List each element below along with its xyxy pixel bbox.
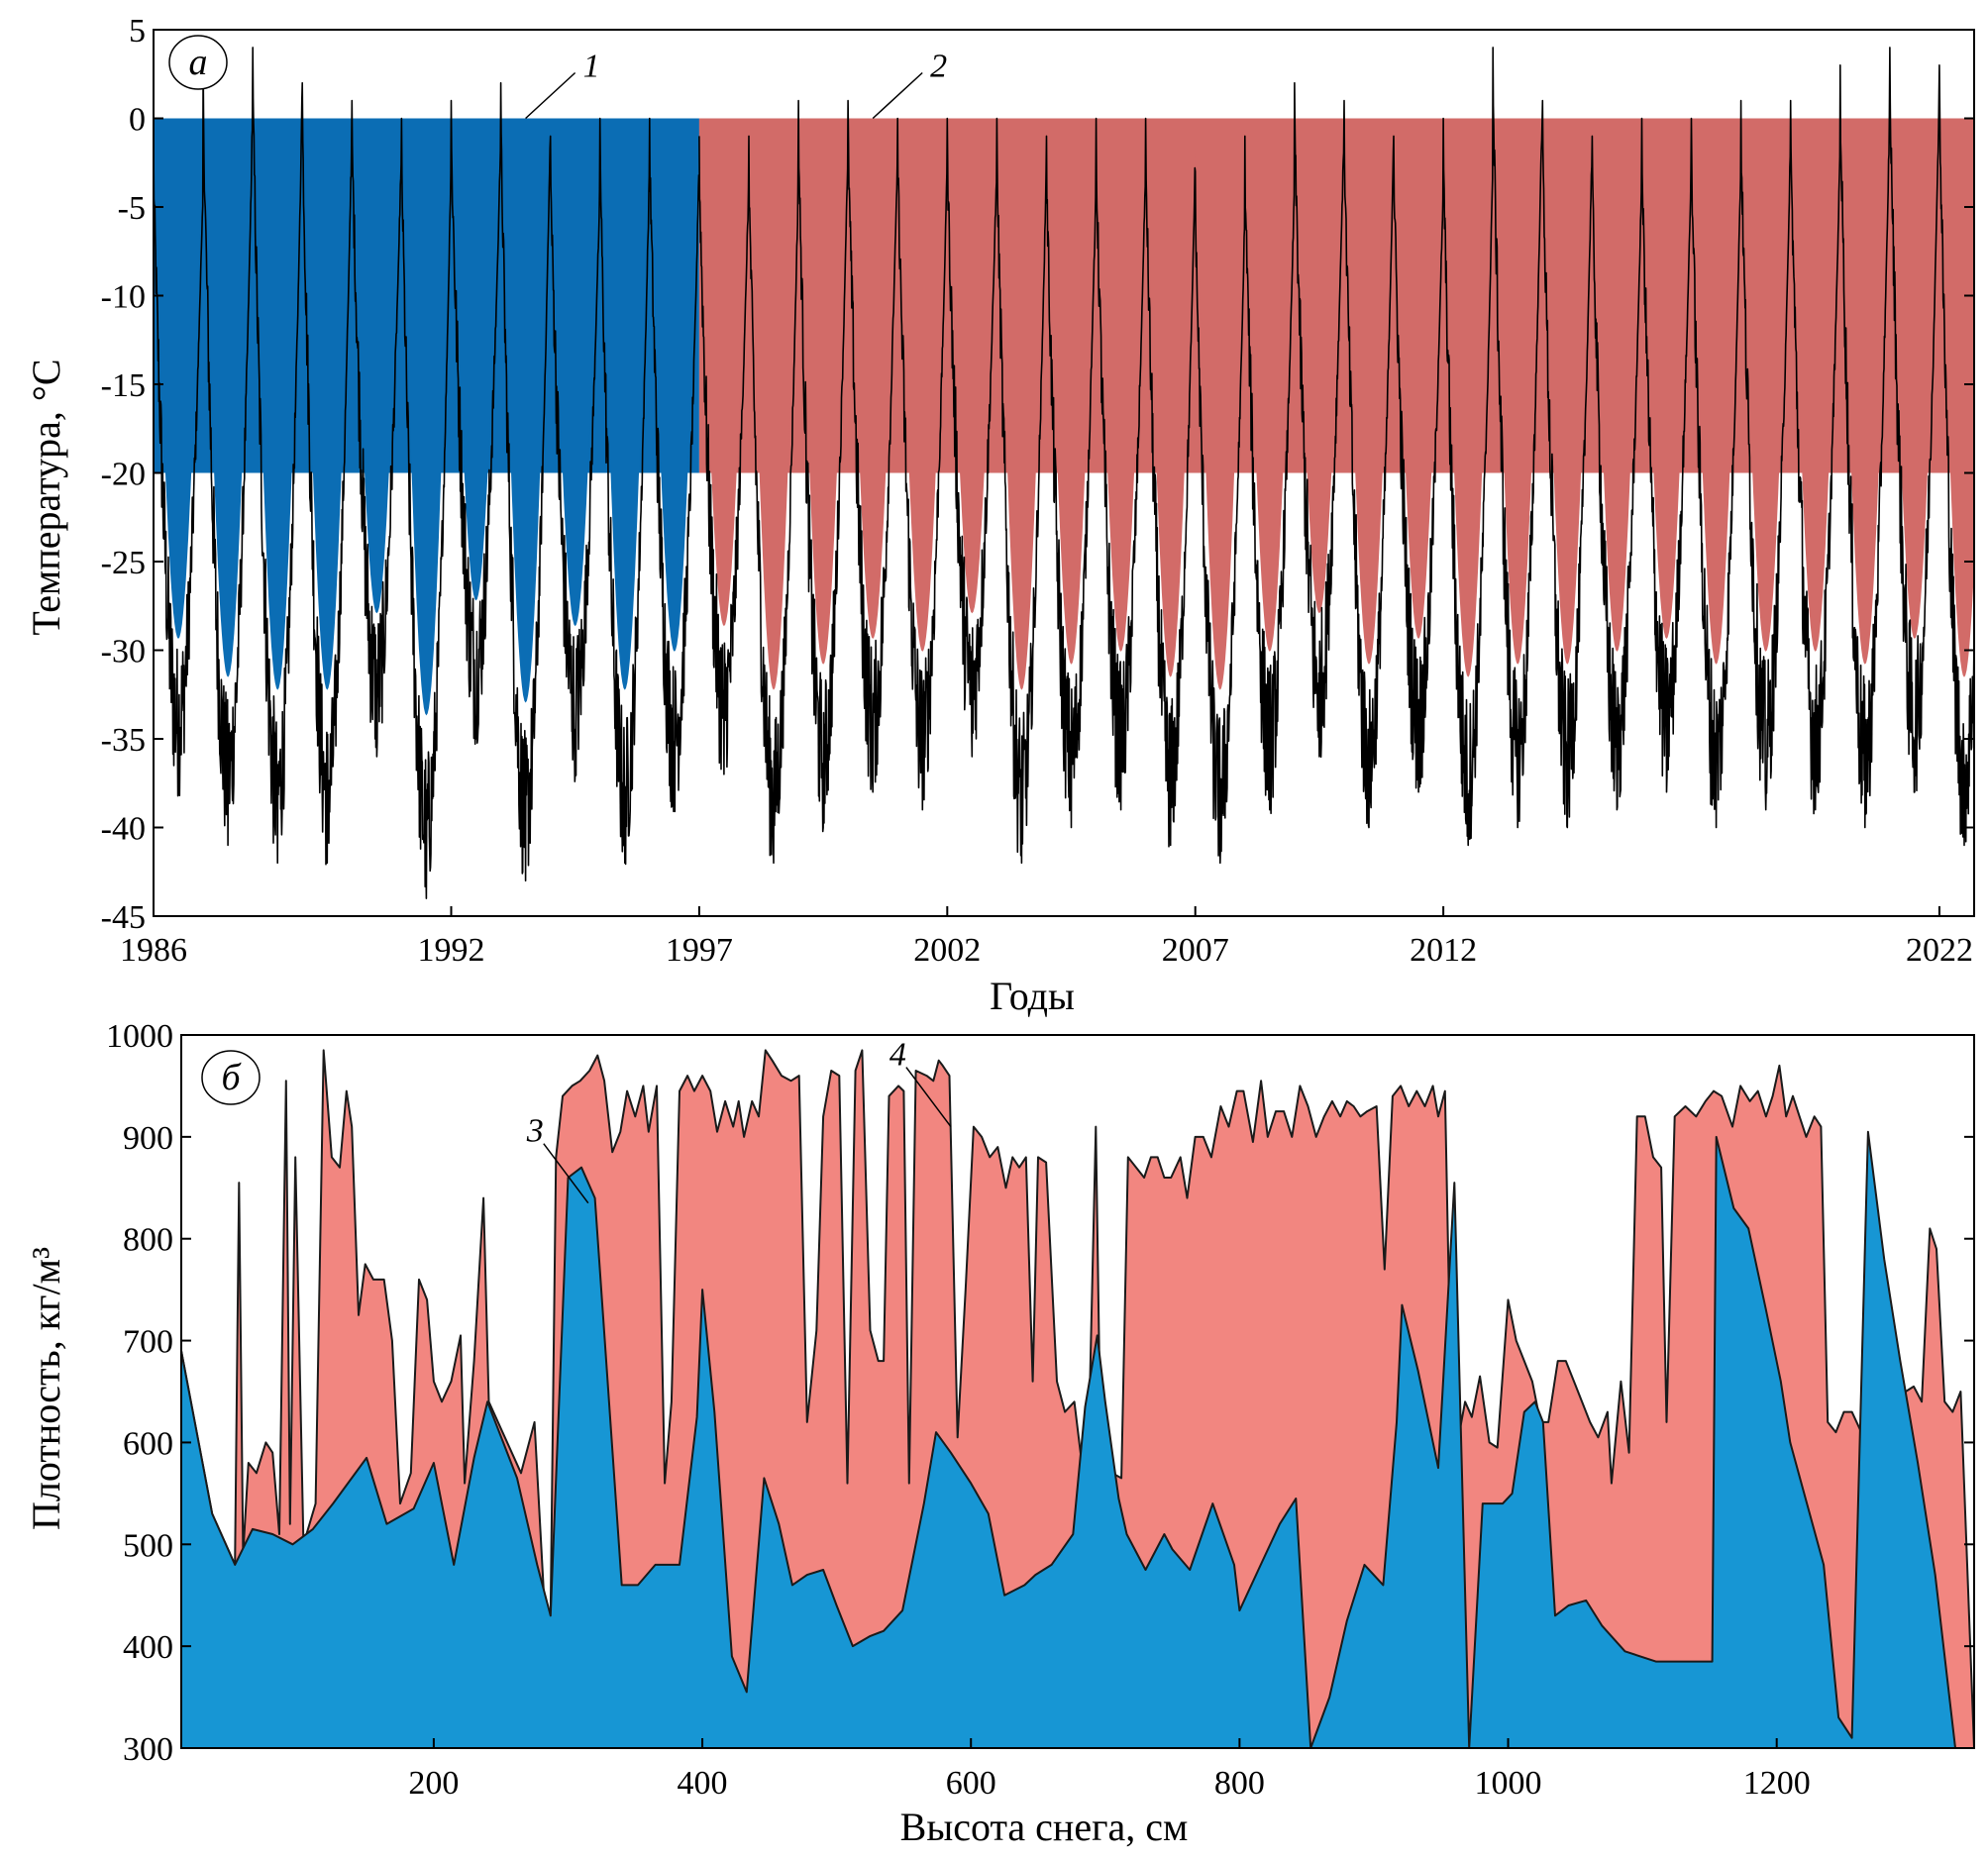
y-tick-label: -5 <box>118 190 146 227</box>
x-tick-label: 2002 <box>913 932 981 969</box>
y-tick-label: 700 <box>123 1324 173 1361</box>
panel-a-temperature-lines <box>153 47 1975 899</box>
y-tick-label: 0 <box>129 102 146 139</box>
callout-line-2 <box>872 71 923 120</box>
series-2-area <box>698 118 1974 690</box>
panel-b-callouts: 34 <box>526 1037 952 1204</box>
panel-b-letter: б <box>221 1057 242 1098</box>
panel-b-areas <box>180 1049 1975 1749</box>
panel-a-areas <box>154 118 1974 716</box>
y-tick-label: 900 <box>123 1120 173 1157</box>
series-3-outline <box>180 1130 1956 1749</box>
callout-line-3 <box>543 1143 589 1204</box>
callout-line-4 <box>905 1067 952 1128</box>
panel-a-letter-marker: а <box>168 35 228 90</box>
panel-a-letter: а <box>189 42 208 83</box>
x-tick-label: 2007 <box>1162 932 1229 969</box>
y-tick-label: -15 <box>101 367 146 404</box>
y-tick-label: 300 <box>123 1731 173 1768</box>
y-tick-label: 600 <box>123 1425 173 1462</box>
panel-b-frame <box>180 1034 1975 1749</box>
series-2-trace <box>698 47 1975 865</box>
series-1-area <box>154 118 699 716</box>
x-tick-label: 1000 <box>1475 1765 1542 1802</box>
panel-b-y-axis: 1000 900 800 700 600 500 400 300 <box>106 1018 1974 1768</box>
y-tick-label: 5 <box>129 13 146 50</box>
callout-line-1 <box>525 71 576 120</box>
series-3-area <box>181 1131 1955 1748</box>
x-tick-label: 1992 <box>417 932 484 969</box>
panel-a-temperature-chart: 5 0 -5 -10 -15 -20 -25 -30 -35 -40 -45 1986 1992 199… <box>24 13 1975 1018</box>
y-tick-label: -35 <box>101 722 146 759</box>
y-tick-label: -45 <box>101 899 146 936</box>
x-tick-label: 200 <box>408 1765 459 1802</box>
y-tick-label: -10 <box>101 279 146 316</box>
panel-b-y-axis-title: Плотность, кг/м³ <box>24 1247 68 1530</box>
x-tick-label: 800 <box>1214 1765 1265 1802</box>
x-tick-label: 2012 <box>1410 932 1477 969</box>
callout-label-3: 3 <box>526 1113 544 1150</box>
x-tick-label: 1200 <box>1743 1765 1811 1802</box>
x-tick-label: 2022 <box>1906 932 1973 969</box>
panel-b-letter-marker: б <box>201 1050 261 1105</box>
panel-a-x-axis-title: Годы <box>990 974 1075 1018</box>
y-tick-label: 500 <box>123 1527 173 1564</box>
x-tick-label: 1997 <box>666 932 733 969</box>
panel-a-y-axis: 5 0 -5 -10 -15 -20 -25 -30 -35 -40 -45 <box>101 13 1974 936</box>
y-tick-label: -25 <box>101 545 146 581</box>
y-tick-label: -40 <box>101 811 146 848</box>
panel-a-y-axis-title: Температура, °C <box>24 359 68 635</box>
series-1-trace <box>153 47 700 899</box>
y-tick-label: -20 <box>101 457 146 493</box>
y-tick-label: 1000 <box>106 1018 173 1055</box>
panel-b-x-axis: 200 400 600 800 1000 1200 <box>408 1738 1811 1802</box>
callout-label-2: 2 <box>930 49 947 85</box>
y-tick-label: 400 <box>123 1629 173 1666</box>
x-tick-label: 600 <box>946 1765 996 1802</box>
y-tick-label: -30 <box>101 634 146 671</box>
y-tick-label: 800 <box>123 1222 173 1259</box>
x-tick-label: 1986 <box>120 932 187 969</box>
panel-b-x-axis-title: Высота снега, см <box>900 1805 1189 1849</box>
callout-label-1: 1 <box>583 49 600 85</box>
callout-label-4: 4 <box>889 1037 906 1074</box>
x-tick-label: 400 <box>678 1765 728 1802</box>
panel-a-x-axis: 1986 1992 1997 2002 2007 2012 2022 <box>120 906 1973 969</box>
